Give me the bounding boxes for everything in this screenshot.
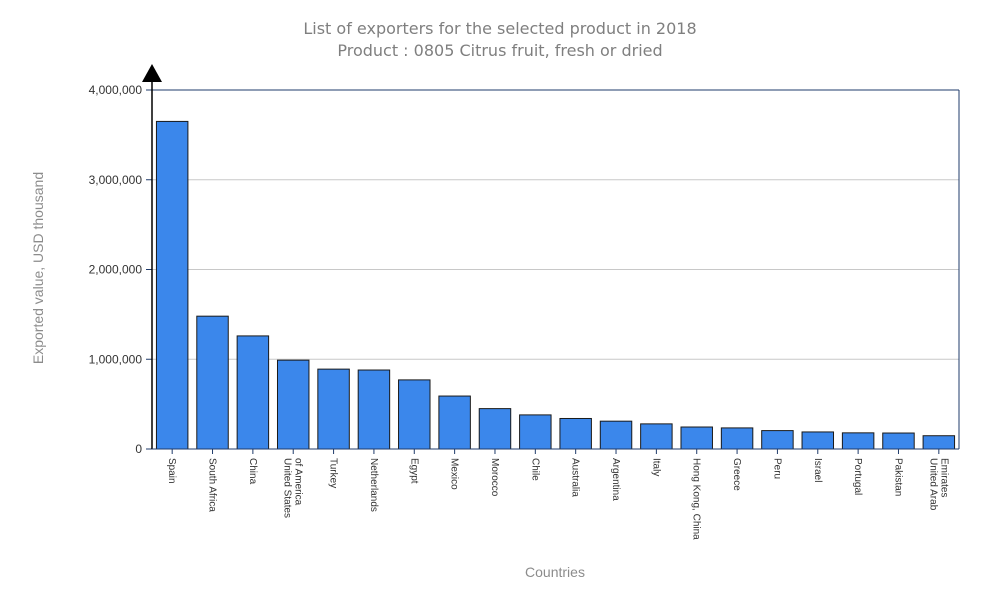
bar	[882, 432, 915, 450]
bar	[357, 369, 391, 450]
x-tick-label: Netherlands	[368, 458, 379, 512]
x-tick-label-line: South Africa	[207, 458, 218, 512]
x-tick-label: Hong Kong, China	[691, 458, 702, 540]
x-tick-label-line: Mexico	[449, 458, 460, 490]
x-tick-label-line: Morocco	[489, 458, 500, 497]
y-axis-arrow-icon	[142, 64, 162, 82]
x-tick-label: Peru	[771, 458, 782, 479]
x-tick-label-line: Turkey	[328, 458, 339, 488]
x-tick-label: United ArabEmirates	[927, 458, 949, 511]
bar	[398, 379, 431, 450]
x-tick-label-line: China	[247, 458, 258, 485]
x-tick-label-line: Emirates	[938, 458, 949, 497]
x-tick-label: Portugal	[852, 458, 863, 495]
x-tick-label-line: Argentina	[610, 458, 621, 501]
bar	[478, 408, 512, 450]
x-tick-label: Greece	[731, 458, 742, 491]
x-tick-label-line: Egypt	[408, 458, 419, 484]
x-tick-label: Egypt	[408, 458, 419, 484]
x-tick-label: Spain	[166, 458, 177, 484]
bar	[720, 427, 754, 450]
x-tick-label: Australia	[570, 458, 581, 497]
x-tick-label: United Statesof America	[282, 458, 304, 518]
chart-title: List of exporters for the selected produ…	[303, 19, 697, 38]
y-tick-label: 4,000,000	[89, 83, 143, 97]
x-tick-label-line: Netherlands	[368, 458, 379, 512]
x-tick-label-line: Greece	[731, 458, 742, 491]
x-tick-label-line: United Arab	[927, 458, 938, 511]
bar	[317, 368, 350, 450]
x-tick-label-line: Portugal	[852, 458, 863, 495]
x-tick-label: Chile	[529, 458, 540, 481]
x-tick-label-line: of America	[293, 458, 304, 506]
y-tick-label: 2,000,000	[89, 263, 143, 277]
x-tick-label-line: United States	[282, 458, 293, 518]
y-tick-label: 0	[135, 442, 142, 456]
bar	[276, 359, 310, 450]
x-tick-label-line: Italy	[650, 458, 661, 476]
x-tick-label-line: Hong Kong, China	[691, 458, 702, 540]
x-tick-label-line: Spain	[166, 458, 177, 484]
x-tick-label: Mexico	[449, 458, 460, 490]
x-axis-label: Countries	[525, 564, 585, 580]
bar	[841, 432, 875, 450]
bar	[519, 414, 552, 450]
bar	[599, 420, 633, 450]
x-tick-label: Italy	[650, 458, 661, 476]
y-tick-label: 3,000,000	[89, 173, 143, 187]
y-tick-label: 1,000,000	[89, 352, 143, 366]
x-tick-label-line: Australia	[570, 458, 581, 497]
x-tick-label: Pakistan	[892, 458, 903, 496]
bar	[559, 417, 592, 450]
x-tick-label: Turkey	[328, 458, 339, 488]
bar	[438, 395, 471, 450]
x-tick-label-line: Peru	[771, 458, 782, 479]
chart-subtitle: Product : 0805 Citrus fruit, fresh or dr…	[337, 41, 663, 60]
x-tick-label: China	[247, 458, 258, 485]
x-tick-label: Argentina	[610, 458, 621, 501]
bar	[761, 430, 794, 450]
x-tick-label-line: Pakistan	[892, 458, 903, 496]
bar	[801, 431, 835, 450]
x-tick-label-line: Chile	[529, 458, 540, 481]
x-tick-label: South Africa	[207, 458, 218, 512]
bar	[155, 120, 189, 450]
x-tick-label: Morocco	[489, 458, 500, 497]
bar	[922, 435, 956, 450]
x-tick-label: Israel	[812, 458, 823, 482]
x-tick-label-line: Israel	[812, 458, 823, 482]
bar	[640, 423, 673, 450]
bar	[680, 426, 713, 450]
bar	[196, 315, 229, 450]
bar	[236, 335, 270, 450]
